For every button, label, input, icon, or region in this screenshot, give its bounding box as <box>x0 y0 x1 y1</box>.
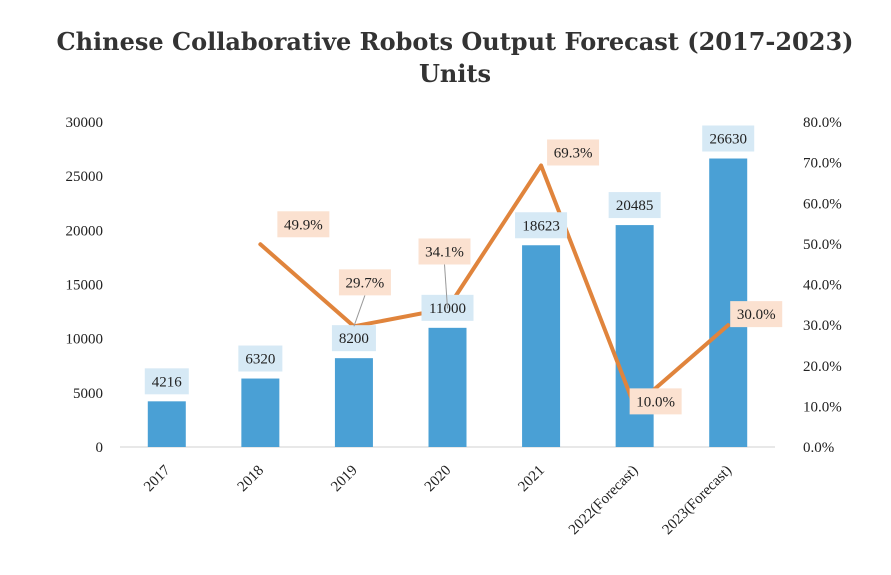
bar-data-label: 11000 <box>429 301 466 317</box>
y-left-tick-label: 5000 <box>73 386 103 402</box>
y-left-tick-label: 30000 <box>66 115 104 131</box>
bar-data-label: 26630 <box>709 132 747 148</box>
bar <box>522 245 561 447</box>
x-tick-label: 2020 <box>422 463 455 496</box>
bar-data-label: 20485 <box>616 198 654 214</box>
line-data-label-bg <box>338 269 391 296</box>
bar-data-label: 4216 <box>152 374 183 390</box>
x-tick-label: 2021 <box>515 463 548 496</box>
y-right-tick-label: 20.0% <box>803 359 842 375</box>
line-label-leader <box>353 295 366 327</box>
labels-group: 4216 6320 8200 11000 18623 20485 26630 49.9% 29.… <box>144 125 783 415</box>
y-left-tick-label: 25000 <box>66 169 104 185</box>
y-left-tick-label: 20000 <box>66 223 104 239</box>
y-left-tick-label: 15000 <box>66 278 104 294</box>
y-right-tick-label: 60.0% <box>803 196 842 212</box>
bar-data-label-bg <box>144 368 189 395</box>
bar <box>334 358 373 447</box>
line-data-label: 69.3% <box>554 145 593 161</box>
bar <box>147 401 186 447</box>
bar-data-label: 6320 <box>245 352 275 368</box>
y-right-tick-label: 50.0% <box>803 237 842 253</box>
y-right-tick-label: 70.0% <box>803 156 842 172</box>
line-data-label: 34.1% <box>425 244 464 260</box>
line-label-leader <box>444 264 448 309</box>
bar-data-label-bg <box>331 325 376 352</box>
line-data-label: 49.9% <box>284 217 323 233</box>
y-right-tick-label: 40.0% <box>803 278 842 294</box>
y-left-tick-label: 0 <box>96 440 104 456</box>
bar-data-label-bg <box>515 212 568 239</box>
y-right-tick-label: 10.0% <box>803 399 842 415</box>
bar-data-label-bg <box>702 125 755 152</box>
x-tick-label: 2019 <box>328 463 361 496</box>
line-data-label: 30.0% <box>737 307 776 323</box>
line-data-label-bg <box>418 238 471 265</box>
y-right-tick-label: 80.0% <box>803 115 842 131</box>
line-data-label: 10.0% <box>636 394 675 410</box>
bar-data-label-bg <box>238 345 283 372</box>
line-data-label-bg <box>629 388 682 415</box>
bar <box>428 327 467 447</box>
x-tick-label: 2018 <box>235 463 268 496</box>
line-data-label-bg <box>277 211 330 238</box>
y-right-tick-label: 0.0% <box>803 440 834 456</box>
bar <box>241 378 280 447</box>
y-left-tick-label: 10000 <box>66 332 104 348</box>
line-data-label: 29.7% <box>346 275 385 291</box>
chart-subtitle: Units <box>419 59 491 88</box>
x-tick-label: 2022(Forecast) <box>566 463 642 539</box>
x-tick-label: 2023(Forecast) <box>660 463 736 539</box>
bar-data-label-bg <box>608 192 661 219</box>
bar-data-label: 8200 <box>339 331 369 347</box>
line-data-label-bg <box>547 139 600 166</box>
bar-data-label: 18623 <box>522 218 560 234</box>
line-data-label-bg <box>730 301 783 328</box>
x-tick-label: 2017 <box>141 462 174 495</box>
y-right-tick-label: 30.0% <box>803 318 842 334</box>
chart-title: Chinese Collaborative Robots Output Fore… <box>56 27 853 56</box>
